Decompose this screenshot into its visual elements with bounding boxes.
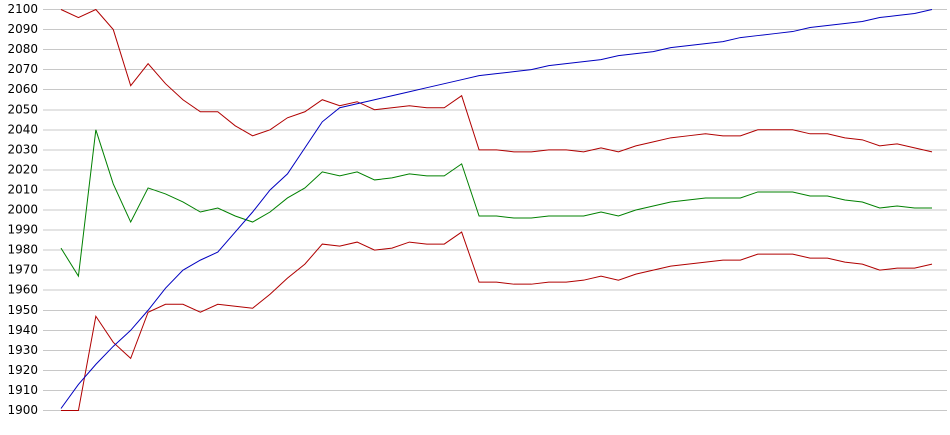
y-tick-label: 2030 (7, 142, 38, 156)
y-tick-label: 1930 (7, 343, 38, 357)
y-tick-label: 1950 (7, 303, 38, 317)
y-tick-label: 1970 (7, 263, 38, 277)
y-tick-label: 1900 (7, 403, 38, 417)
series-line (60, 9, 933, 409)
y-tick-label: 1920 (7, 363, 38, 377)
y-tick-label: 1940 (7, 323, 38, 337)
y-tick-label: 2000 (7, 203, 38, 217)
y-tick-label: 2060 (7, 82, 38, 96)
y-tick-label: 1980 (7, 243, 38, 257)
series-line (60, 129, 932, 278)
series-line (60, 8, 933, 153)
y-tick-label: 2070 (7, 62, 38, 76)
y-tick-label: 2080 (7, 42, 38, 56)
series-line (61, 231, 933, 411)
y-tick-label: 2100 (7, 2, 38, 16)
y-tick-label: 1990 (7, 223, 38, 237)
y-tick-label: 2040 (7, 122, 38, 136)
y-tick-label: 2020 (7, 162, 38, 176)
y-tick-label: 1960 (7, 283, 38, 297)
y-tick-label: 1910 (7, 383, 38, 397)
y-tick-label: 2090 (7, 22, 38, 36)
y-tick-label: 2050 (7, 102, 38, 116)
y-tick-label: 2010 (7, 182, 38, 196)
